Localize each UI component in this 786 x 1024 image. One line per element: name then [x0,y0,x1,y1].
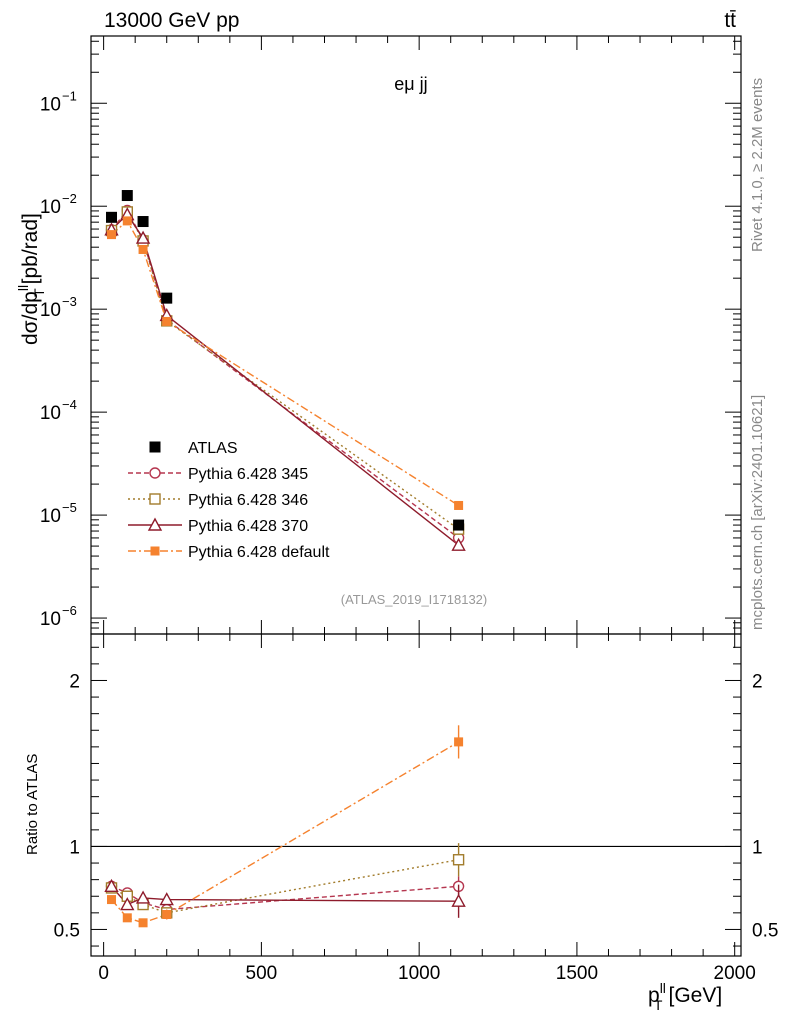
series-2-ratio-point [452,854,465,866]
analysis-tag: (ATLAS_2019_I1718132) [341,592,487,607]
ratio-series-markers [104,725,466,928]
main-y-tick-exponent: −5 [62,500,77,515]
x-tick-label: 1500 [556,963,598,984]
series-4-ratio-point [454,737,464,747]
beam-label: 13000 GeV pp [104,9,239,32]
main-y-tick-label: 10 [40,609,61,630]
ratio-panel: 0 500 1000 1500 2000 0.5 0.5 1 1 2 2 [54,633,778,984]
legend-marker-2 [149,493,161,505]
main-y-tick-exponent: −2 [62,191,77,206]
x-axis-title-main: p [648,984,660,1007]
x-tick-label: 2000 [714,963,756,984]
series-3-ratio-point [120,897,135,911]
main-y-tick-exponent: −6 [62,603,77,618]
series-1-main-line [110,209,460,539]
series-4-ratio-point [107,895,117,905]
ratio-y-tick-label: 0.5 [54,920,80,941]
mcplots-source-label: mcplots.cern.ch [arXiv:2401.10621] [749,395,766,630]
atlas-data-point [121,190,133,202]
x-tick-label: 500 [246,963,278,984]
main-y-tick-label: 10 [40,403,61,424]
series-4-main-point [107,230,117,240]
legend-label-4: Pythia 6.428 default [188,544,330,561]
ratio-series-lines [110,741,459,924]
x-axis-title-sup: ll [660,980,666,996]
y-axis-title-main: dσ/dp [19,291,42,345]
ratio-frame [90,633,742,957]
ratio-y-axis-title: Ratio to ATLAS [24,754,41,855]
main-y-tick-label: 10 [40,300,61,321]
y-axis-title-sup: ll [15,285,31,291]
ratio-y-ticks: 0.5 0.5 1 1 2 2 [54,646,778,947]
atlas-data-point [106,211,118,223]
series-3-ratio-point [135,890,151,904]
x-axis-title-sub: T [654,997,663,1013]
legend: ATLAS Pythia 6.428 345 Pythia 6.428 346 Pyt… [128,440,330,561]
legend-label-1: Pythia 6.428 345 [188,466,308,483]
series-4-main-line [111,219,459,507]
ratio-y-tick-label-right: 0.5 [752,920,778,941]
legend-atlas-marker [149,441,161,453]
ratio-y-tick-label: 2 [69,671,80,692]
ratio-y-tick-label: 1 [69,837,80,858]
legend-atlas-label: ATLAS [188,440,238,457]
atlas-data-points [106,190,465,531]
series-4-main-point [138,244,148,254]
x-tick-label: 1000 [398,963,440,984]
series-4-ratio-point [162,910,172,920]
x-tick-label: 0 [98,963,109,984]
series-3-main-point [451,537,466,551]
main-y-tick-exponent: −4 [62,397,77,412]
legend-label-3: Pythia 6.428 370 [188,518,308,535]
series-4-main-point [122,216,132,226]
atlas-data-point [161,292,173,304]
main-y-tick-label: 10 [40,197,61,218]
series-4-ratio-line [110,741,459,924]
atlas-data-point [137,216,149,228]
main-panel: 10−610−510−410−310−210−1 eμ jj (ATLAS_20… [40,35,742,635]
x-axis-title: pll T [GeV] [648,980,722,1013]
ratio-y-tick-label-right: 1 [752,837,763,858]
legend-marker-1 [149,467,161,479]
main-y-tick-exponent: −1 [62,88,77,103]
y-axis-title-sub: T [31,288,47,297]
legend-label-2: Pythia 6.428 346 [188,492,308,509]
main-y-tick-exponent: −3 [62,294,77,309]
series-4-main-point [454,500,464,510]
series-3-ratio-point [104,878,119,892]
main-y-ticks: 10−610−510−410−310−210−1 [40,40,741,635]
series-3-main-point [135,230,151,244]
main-y-tick-label: 10 [40,506,61,527]
y-axis-title: dσ/dpllT [pb/rad] [15,213,47,345]
series-4-ratio-point [138,918,148,928]
series-4-ratio-point [122,913,132,923]
panel-title: eμ jj [394,74,427,94]
legend-marker-3 [147,517,163,531]
series-3-ratio-point [451,893,466,907]
main-series-markers [104,204,466,551]
x-axis-title-unit: [GeV] [668,984,722,1007]
legend-marker-4 [150,546,160,556]
ratio-x-ticks: 0 500 1000 1500 2000 [98,634,756,984]
series-3-ratio-point [159,892,174,906]
ratio-y-tick-label-right: 2 [752,671,763,692]
main-y-tick-label: 10 [40,94,61,115]
process-label: tt̄ [724,9,736,32]
rivet-version-label: Rivet 4.1.0, ≥ 2.2M events [749,78,766,252]
y-axis-title-unit: [pb/rad] [19,213,42,284]
atlas-data-point [453,519,465,531]
series-4-main-point [162,316,172,326]
main-x-ticks [103,36,736,634]
